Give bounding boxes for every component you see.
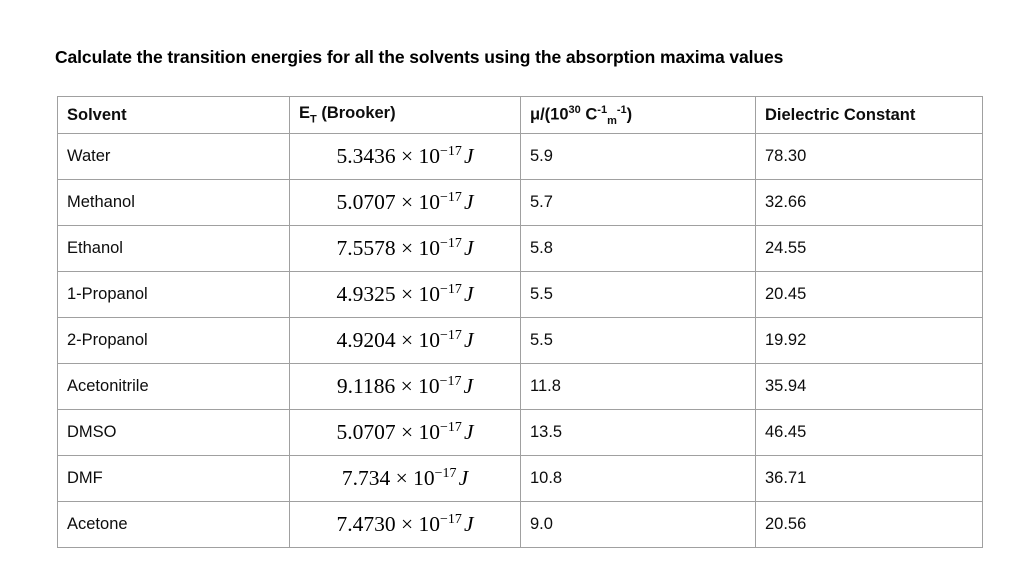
mu-exponent: 30 <box>568 103 581 116</box>
et-mantissa: 7.4730 <box>336 512 396 536</box>
mu-cell: 5.7 <box>520 179 756 226</box>
et-value-cell: 5.0707 × 10−17J <box>289 179 521 226</box>
solvent-cell: DMSO <box>57 409 290 456</box>
solvent-cell: 2-Propanol <box>57 317 290 364</box>
et-symbol: E <box>299 104 311 123</box>
mu-cell: 9.0 <box>520 501 756 548</box>
et-mantissa: 7.5578 <box>336 236 396 260</box>
et-value-cell: 7.4730 × 10−17J <box>289 501 521 548</box>
mu-unit-sup1: -1 <box>597 103 608 116</box>
table-row-acetonitrile: Acetonitrile 9.1186 × 10−17J 11.8 35.94 <box>57 363 983 410</box>
solvent-cell: Acetone <box>57 501 290 548</box>
et-value-cell: 7.734 × 10−17J <box>289 455 521 502</box>
et-exponent: −17 <box>440 281 462 297</box>
solvent-cell: Ethanol <box>57 225 290 272</box>
solvent-cell: Methanol <box>57 179 290 226</box>
dielectric-cell: 24.55 <box>755 225 983 272</box>
table-row-1-propanol: 1-Propanol 4.9325 × 10−17J 5.5 20.45 <box>57 271 983 318</box>
joule-unit: J <box>463 374 474 398</box>
mu-unit: C <box>580 105 598 124</box>
et-exponent: −17 <box>434 465 457 481</box>
times-ten: × 10 <box>395 420 441 444</box>
et-exponent: −17 <box>440 189 462 205</box>
solvent-cell: 1-Propanol <box>57 271 290 318</box>
column-header-dipole-moment: μ/(1030 C-1m-1) <box>520 96 756 134</box>
et-mantissa: 9.1186 <box>336 374 396 398</box>
dielectric-cell: 35.94 <box>755 363 983 410</box>
mu-cell: 5.8 <box>520 225 756 272</box>
table-row-ethanol: Ethanol 7.5578 × 10−17J 5.8 24.55 <box>57 225 983 272</box>
table-row-acetone: Acetone 7.4730 × 10−17J 9.0 20.56 <box>57 501 983 548</box>
et-exponent: −17 <box>440 511 462 527</box>
times-ten: × 10 <box>395 144 441 168</box>
et-value-cell: 4.9204 × 10−17J <box>289 317 521 364</box>
mu-cell: 5.5 <box>520 317 756 364</box>
et-mantissa: 5.0707 <box>336 420 396 444</box>
et-value-cell: 7.5578 × 10−17J <box>289 225 521 272</box>
et-value-cell: 5.3436 × 10−17J <box>289 133 521 180</box>
mu-cell: 5.9 <box>520 133 756 180</box>
joule-unit: J <box>463 190 474 214</box>
et-mantissa: 5.3436 <box>336 144 396 168</box>
column-header-solvent: Solvent <box>57 96 290 134</box>
table-row-dmso: DMSO 5.0707 × 10−17J 13.5 46.45 <box>57 409 983 456</box>
et-mantissa: 5.0707 <box>336 190 396 214</box>
dielectric-cell: 20.45 <box>755 271 983 318</box>
dielectric-cell: 36.71 <box>755 455 983 502</box>
et-value-cell: 4.9325 × 10−17J <box>289 271 521 318</box>
solvents-table: Solvent ET (Brooker) μ/(1030 C-1m-1) Die… <box>57 96 983 548</box>
table-row-methanol: Methanol 5.0707 × 10−17J 5.7 32.66 <box>57 179 983 226</box>
joule-unit: J <box>463 144 474 168</box>
et-exponent: −17 <box>440 327 462 343</box>
joule-unit: J <box>463 328 474 352</box>
mu-cell: 10.8 <box>520 455 756 502</box>
joule-unit: J <box>463 236 474 260</box>
et-mantissa: 4.9204 <box>336 328 396 352</box>
table-header-row: Solvent ET (Brooker) μ/(1030 C-1m-1) Die… <box>57 96 983 134</box>
mu-symbol: μ/(10 <box>530 105 569 124</box>
mu-close-paren: ) <box>626 105 633 124</box>
dielectric-cell: 20.56 <box>755 501 983 548</box>
solvent-cell: Water <box>57 133 290 180</box>
times-ten: × 10 <box>395 282 441 306</box>
table-row-water: Water 5.3436 × 10−17J 5.9 78.30 <box>57 133 983 180</box>
times-ten: × 10 <box>395 190 441 214</box>
et-mantissa: 7.734 <box>341 466 391 490</box>
et-exponent: −17 <box>440 235 462 251</box>
times-ten: × 10 <box>395 512 441 536</box>
dielectric-cell: 32.66 <box>755 179 983 226</box>
dielectric-cell: 19.92 <box>755 317 983 364</box>
mu-cell: 13.5 <box>520 409 756 456</box>
joule-unit: J <box>463 420 474 444</box>
table-row-2-propanol: 2-Propanol 4.9204 × 10−17J 5.5 19.92 <box>57 317 983 364</box>
mu-cell: 11.8 <box>520 363 756 410</box>
et-value-cell: 9.1186 × 10−17J <box>289 363 521 410</box>
et-exponent: −17 <box>440 419 462 435</box>
solvent-cell: Acetonitrile <box>57 363 290 410</box>
joule-unit: J <box>458 466 469 490</box>
mu-unit-sup2: -1 <box>616 103 627 116</box>
et-value-cell: 5.0707 × 10−17J <box>289 409 521 456</box>
et-exponent: −17 <box>439 373 462 389</box>
solvent-cell: DMF <box>57 455 290 502</box>
dielectric-cell: 78.30 <box>755 133 983 180</box>
table-row-dmf: DMF 7.734 × 10−17J 10.8 36.71 <box>57 455 983 502</box>
times-ten: × 10 <box>395 328 441 352</box>
joule-unit: J <box>463 512 474 536</box>
dielectric-cell: 46.45 <box>755 409 983 456</box>
mu-cell: 5.5 <box>520 271 756 318</box>
page-title: Calculate the transition energies for al… <box>55 47 784 67</box>
times-ten: × 10 <box>390 466 435 490</box>
column-header-et-brooker: ET (Brooker) <box>289 96 521 134</box>
et-mantissa: 4.9325 <box>336 282 396 306</box>
et-subscript: T <box>310 113 317 126</box>
times-ten: × 10 <box>395 374 440 398</box>
mu-unit-sub: m <box>607 114 617 127</box>
times-ten: × 10 <box>395 236 441 260</box>
et-label-rest: (Brooker) <box>316 104 396 123</box>
column-header-dielectric-constant: Dielectric Constant <box>755 96 983 134</box>
joule-unit: J <box>463 282 474 306</box>
et-exponent: −17 <box>440 143 462 159</box>
